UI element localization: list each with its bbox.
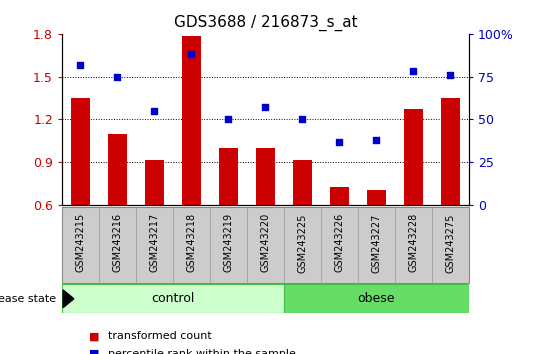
- Text: transformed count: transformed count: [108, 331, 211, 341]
- Text: GSM243219: GSM243219: [224, 213, 233, 272]
- Text: control: control: [151, 292, 195, 305]
- Bar: [330, 187, 349, 205]
- Point: [113, 74, 122, 79]
- Bar: [219, 148, 238, 205]
- Point: [298, 117, 307, 122]
- Point: [446, 72, 455, 78]
- Bar: [62, 284, 284, 313]
- Point: [372, 137, 381, 143]
- Title: GDS3688 / 216873_s_at: GDS3688 / 216873_s_at: [174, 15, 357, 31]
- Text: GSM243226: GSM243226: [334, 213, 344, 273]
- Bar: [293, 160, 312, 205]
- Bar: [367, 190, 386, 205]
- Bar: [284, 284, 469, 313]
- Point: [76, 62, 85, 67]
- Point: [187, 51, 196, 57]
- Bar: [108, 134, 127, 205]
- Bar: [182, 36, 201, 205]
- Text: obese: obese: [358, 292, 395, 305]
- Point: [224, 117, 233, 122]
- Point: [409, 69, 418, 74]
- Text: disease state: disease state: [0, 294, 57, 304]
- Text: GSM243228: GSM243228: [409, 213, 418, 273]
- Bar: [256, 148, 275, 205]
- Point: [150, 108, 159, 114]
- Text: GSM243275: GSM243275: [445, 213, 455, 273]
- Bar: [71, 98, 89, 205]
- Text: GSM243217: GSM243217: [149, 213, 160, 273]
- Bar: [145, 160, 164, 205]
- Text: percentile rank within the sample: percentile rank within the sample: [108, 349, 296, 354]
- Point: [261, 105, 270, 110]
- Text: GSM243215: GSM243215: [75, 213, 86, 273]
- Text: GSM243218: GSM243218: [186, 213, 197, 272]
- Bar: [404, 109, 423, 205]
- Text: GSM243216: GSM243216: [113, 213, 122, 272]
- Point: [335, 139, 344, 145]
- Text: GSM243225: GSM243225: [298, 213, 307, 273]
- Text: ■: ■: [89, 349, 99, 354]
- Bar: [441, 98, 460, 205]
- Text: ■: ■: [89, 331, 99, 341]
- Text: GSM243220: GSM243220: [260, 213, 271, 273]
- Text: GSM243227: GSM243227: [371, 213, 382, 273]
